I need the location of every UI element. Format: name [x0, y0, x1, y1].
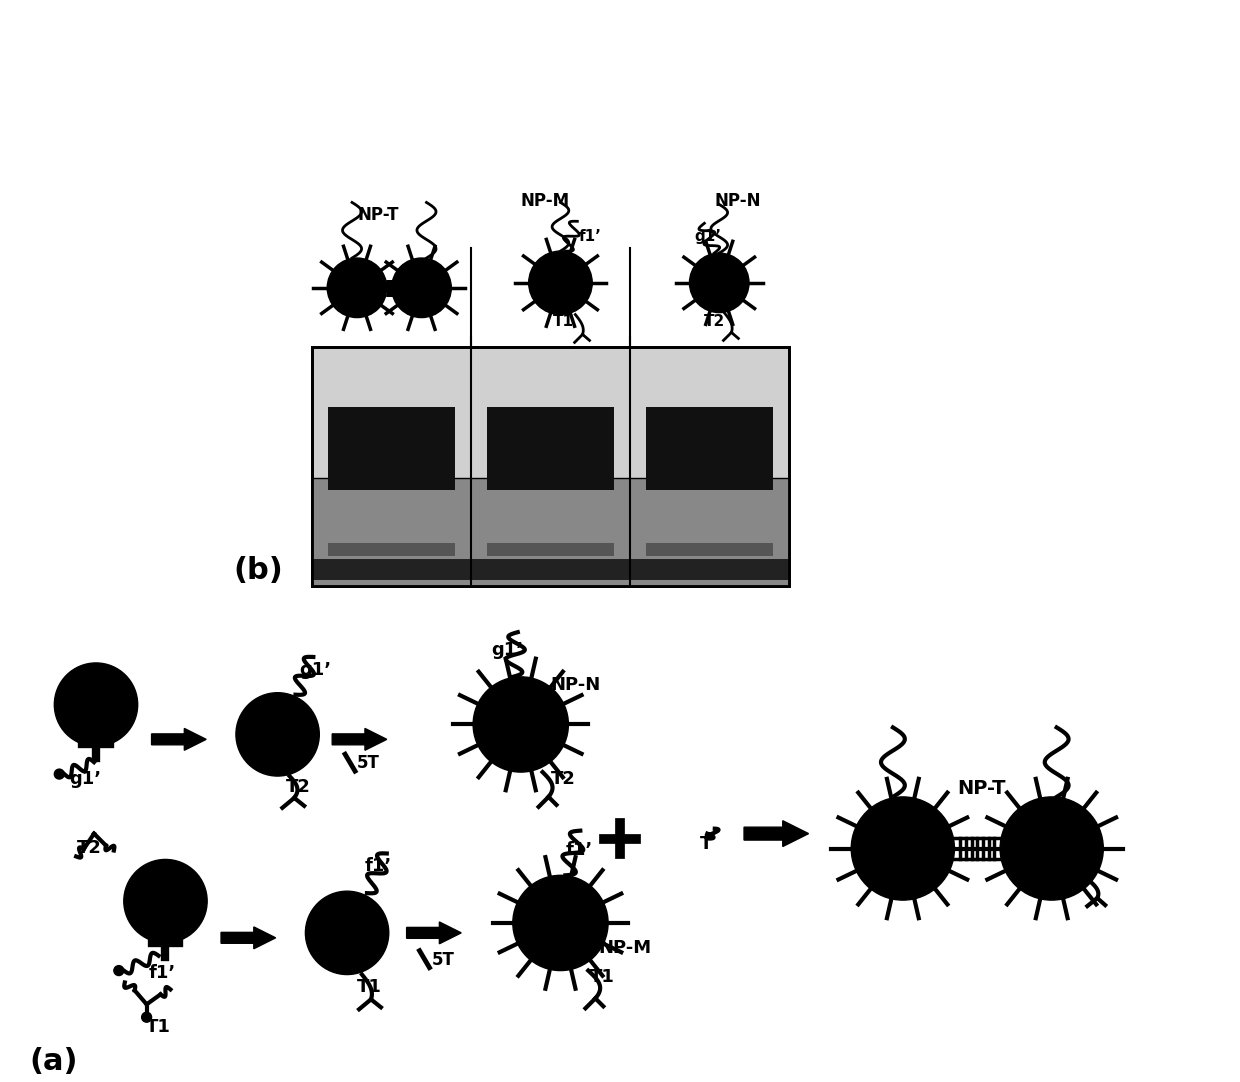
Bar — [329, 407, 455, 490]
Bar — [312, 558, 789, 580]
Bar — [329, 543, 455, 555]
Circle shape — [327, 258, 387, 318]
Circle shape — [513, 875, 608, 971]
Text: T2: T2 — [77, 840, 102, 857]
Text: T2: T2 — [285, 778, 310, 796]
Text: T2: T2 — [551, 770, 575, 788]
Circle shape — [392, 258, 451, 318]
Text: T2: T2 — [704, 314, 725, 329]
Circle shape — [141, 1013, 151, 1022]
Circle shape — [236, 692, 319, 776]
Bar — [312, 347, 789, 585]
Text: (b): (b) — [233, 556, 283, 584]
Bar — [312, 347, 789, 585]
Polygon shape — [151, 728, 206, 750]
Bar — [487, 407, 614, 490]
Bar — [487, 543, 614, 555]
Circle shape — [305, 892, 389, 975]
Bar — [646, 407, 773, 490]
Polygon shape — [221, 927, 275, 949]
Circle shape — [474, 677, 568, 773]
Text: g1’: g1’ — [491, 641, 523, 659]
Text: f1’: f1’ — [149, 964, 176, 981]
Text: NP-N: NP-N — [551, 676, 601, 694]
Text: NP-M: NP-M — [521, 193, 570, 210]
Text: f1’: f1’ — [565, 842, 593, 859]
Text: g1’: g1’ — [299, 661, 331, 678]
Polygon shape — [744, 821, 808, 846]
Circle shape — [55, 769, 64, 779]
Text: T1: T1 — [553, 314, 574, 329]
Text: T1: T1 — [146, 1018, 171, 1037]
Text: 5T: 5T — [357, 754, 379, 773]
Text: (a): (a) — [30, 1047, 78, 1076]
Bar — [312, 478, 789, 585]
Polygon shape — [332, 728, 387, 750]
Circle shape — [124, 859, 207, 942]
Text: T: T — [699, 834, 712, 853]
Circle shape — [114, 965, 124, 976]
Text: f1’: f1’ — [365, 857, 392, 875]
Text: NP-N: NP-N — [714, 193, 761, 210]
Circle shape — [528, 251, 593, 315]
Circle shape — [689, 253, 749, 313]
Text: NP-T: NP-T — [357, 207, 398, 224]
Text: g1’: g1’ — [69, 770, 102, 788]
Circle shape — [851, 797, 955, 900]
Text: 5T: 5T — [432, 951, 454, 968]
Circle shape — [55, 663, 138, 747]
Text: NP-M: NP-M — [598, 939, 651, 956]
Text: f1’: f1’ — [578, 229, 601, 245]
Text: g1’: g1’ — [694, 229, 722, 245]
Bar — [646, 543, 773, 555]
Polygon shape — [407, 922, 461, 944]
Text: T1: T1 — [590, 968, 615, 987]
Circle shape — [1001, 797, 1104, 900]
Text: T1: T1 — [357, 978, 382, 997]
Text: NP-T: NP-T — [957, 779, 1006, 797]
